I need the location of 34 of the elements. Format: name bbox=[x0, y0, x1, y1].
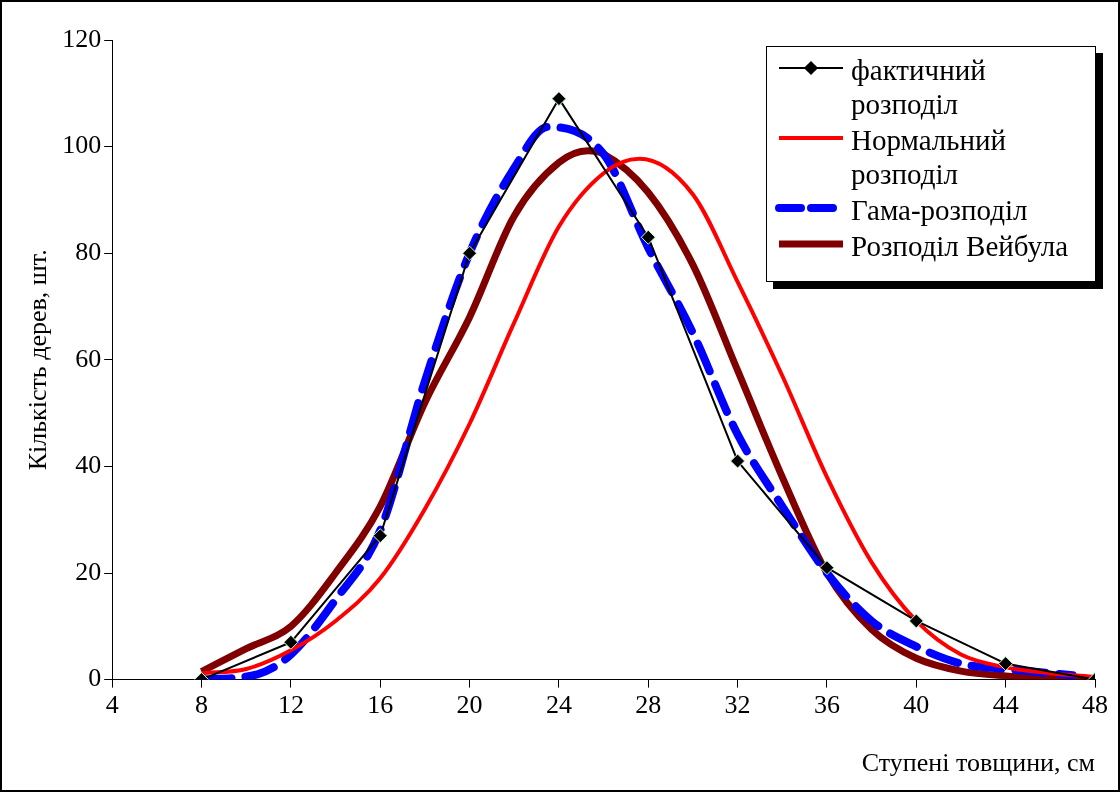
y-tick-label: 20 bbox=[75, 556, 102, 586]
x-tick-label: 4 bbox=[105, 690, 119, 720]
point bbox=[283, 634, 299, 650]
x-tick-label: 28 bbox=[635, 690, 662, 720]
legend-label: Гама-розподіл bbox=[851, 193, 1028, 227]
x-tick-label: 48 bbox=[1082, 690, 1108, 720]
y-tick-label: 0 bbox=[88, 663, 102, 693]
point bbox=[998, 656, 1014, 672]
x-tick-label: 16 bbox=[367, 690, 394, 720]
legend-label: Нормальний розподіл bbox=[851, 123, 1008, 191]
point bbox=[819, 560, 835, 576]
point bbox=[462, 245, 478, 261]
y-tick-label: 120 bbox=[62, 23, 102, 53]
x-tick-label: 40 bbox=[903, 690, 930, 720]
y-tick-label: 100 bbox=[62, 130, 102, 160]
point bbox=[372, 528, 388, 544]
x-tick-label: 32 bbox=[724, 690, 751, 720]
point bbox=[908, 613, 924, 629]
legend-label: Розподіл Вейбула bbox=[851, 229, 1069, 263]
y-axis-title: Кількість дерев, шт. bbox=[23, 249, 53, 471]
x-tick-label: 44 bbox=[992, 690, 1019, 720]
point bbox=[640, 229, 656, 245]
x-tick-label: 8 bbox=[195, 690, 209, 720]
x-axis-title: Ступені товщини, см bbox=[861, 748, 1095, 778]
x-tick-label: 12 bbox=[277, 690, 304, 720]
legend-label: фактичний розподіл bbox=[851, 53, 987, 121]
point bbox=[730, 453, 746, 469]
x-tick-label: 36 bbox=[813, 690, 840, 720]
y-tick-label: 80 bbox=[75, 237, 102, 267]
x-tick-label: 20 bbox=[456, 690, 483, 720]
y-tick-label: 40 bbox=[75, 450, 102, 480]
y-tick-label: 60 bbox=[75, 343, 102, 373]
x-tick-label: 24 bbox=[545, 690, 572, 720]
point bbox=[551, 91, 567, 107]
